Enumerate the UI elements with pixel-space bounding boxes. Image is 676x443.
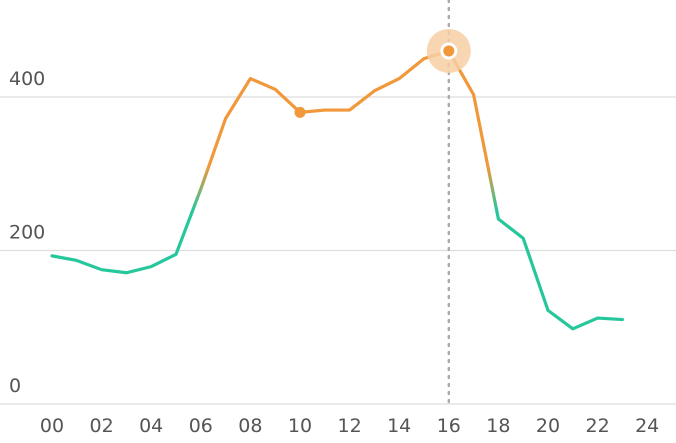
data-point-marker-0 <box>294 106 306 118</box>
x-tick-label-20: 20 <box>536 415 560 437</box>
x-tick-label-18: 18 <box>486 415 510 437</box>
x-tick-label-06: 06 <box>189 415 213 437</box>
y-tick-label-200: 200 <box>9 222 45 244</box>
x-tick-label-10: 10 <box>288 415 312 437</box>
highlight-point <box>440 42 458 60</box>
x-tick-label-22: 22 <box>586 415 610 437</box>
markers <box>294 28 471 118</box>
x-tick-label-24: 24 <box>635 415 659 437</box>
x-tick-label-16: 16 <box>437 415 461 437</box>
y-tick-label-400: 400 <box>9 68 45 90</box>
series-line <box>50 49 625 331</box>
x-tick-label-04: 04 <box>139 415 163 437</box>
grid-lines <box>0 96 676 405</box>
x-tick-label-14: 14 <box>387 415 411 437</box>
x-tick-label-00: 00 <box>40 415 64 437</box>
x-tick-label-12: 12 <box>338 415 362 437</box>
x-axis-labels: 00 02 04 06 08 10 12 14 16 18 20 22 24 <box>40 415 659 437</box>
y-tick-label-0: 0 <box>9 375 21 397</box>
y-axis-labels: 0 200 400 <box>9 68 45 397</box>
x-tick-label-02: 02 <box>90 415 114 437</box>
x-tick-label-08: 08 <box>238 415 262 437</box>
